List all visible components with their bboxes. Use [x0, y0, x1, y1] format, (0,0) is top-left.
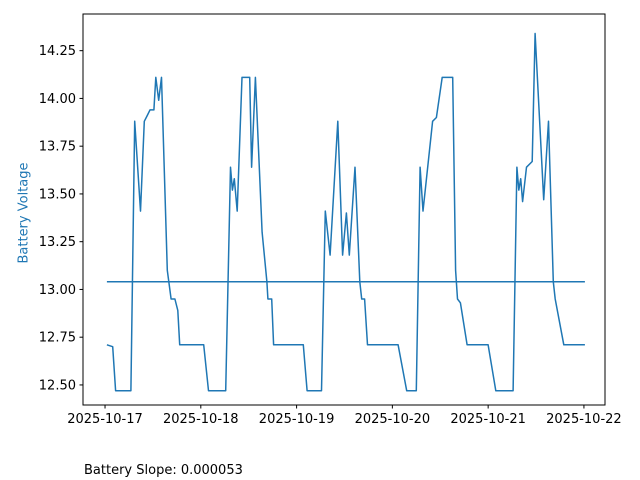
x-tick-label: 2025-10-21: [450, 412, 526, 427]
chart-footer: Battery Slope: 0.000053 Battery Min: 12.…: [84, 431, 356, 480]
footer-slope-text: Battery Slope: 0.000053: [84, 463, 243, 478]
y-tick-label: 14.00: [39, 92, 76, 107]
y-tick-label: 13.25: [39, 235, 76, 250]
x-tick-label: 2025-10-18: [163, 412, 239, 427]
y-tick-label: 14.25: [39, 44, 76, 59]
y-axis-label: Battery Voltage: [16, 162, 32, 264]
y-tick-label: 12.75: [39, 331, 76, 346]
y-tick-label: 12.50: [39, 378, 76, 393]
x-tick-label: 2025-10-17: [67, 412, 143, 427]
x-tick-label: 2025-10-20: [355, 412, 431, 427]
y-tick-label: 13.00: [39, 283, 76, 298]
y-tick-label: 13.50: [39, 187, 76, 202]
x-tick-label: 2025-10-22: [546, 412, 622, 427]
y-tick-label: 13.75: [39, 140, 76, 155]
battery-voltage-line: [106, 32, 585, 392]
plot-border: [82, 13, 606, 406]
x-tick-label: 2025-10-19: [259, 412, 335, 427]
